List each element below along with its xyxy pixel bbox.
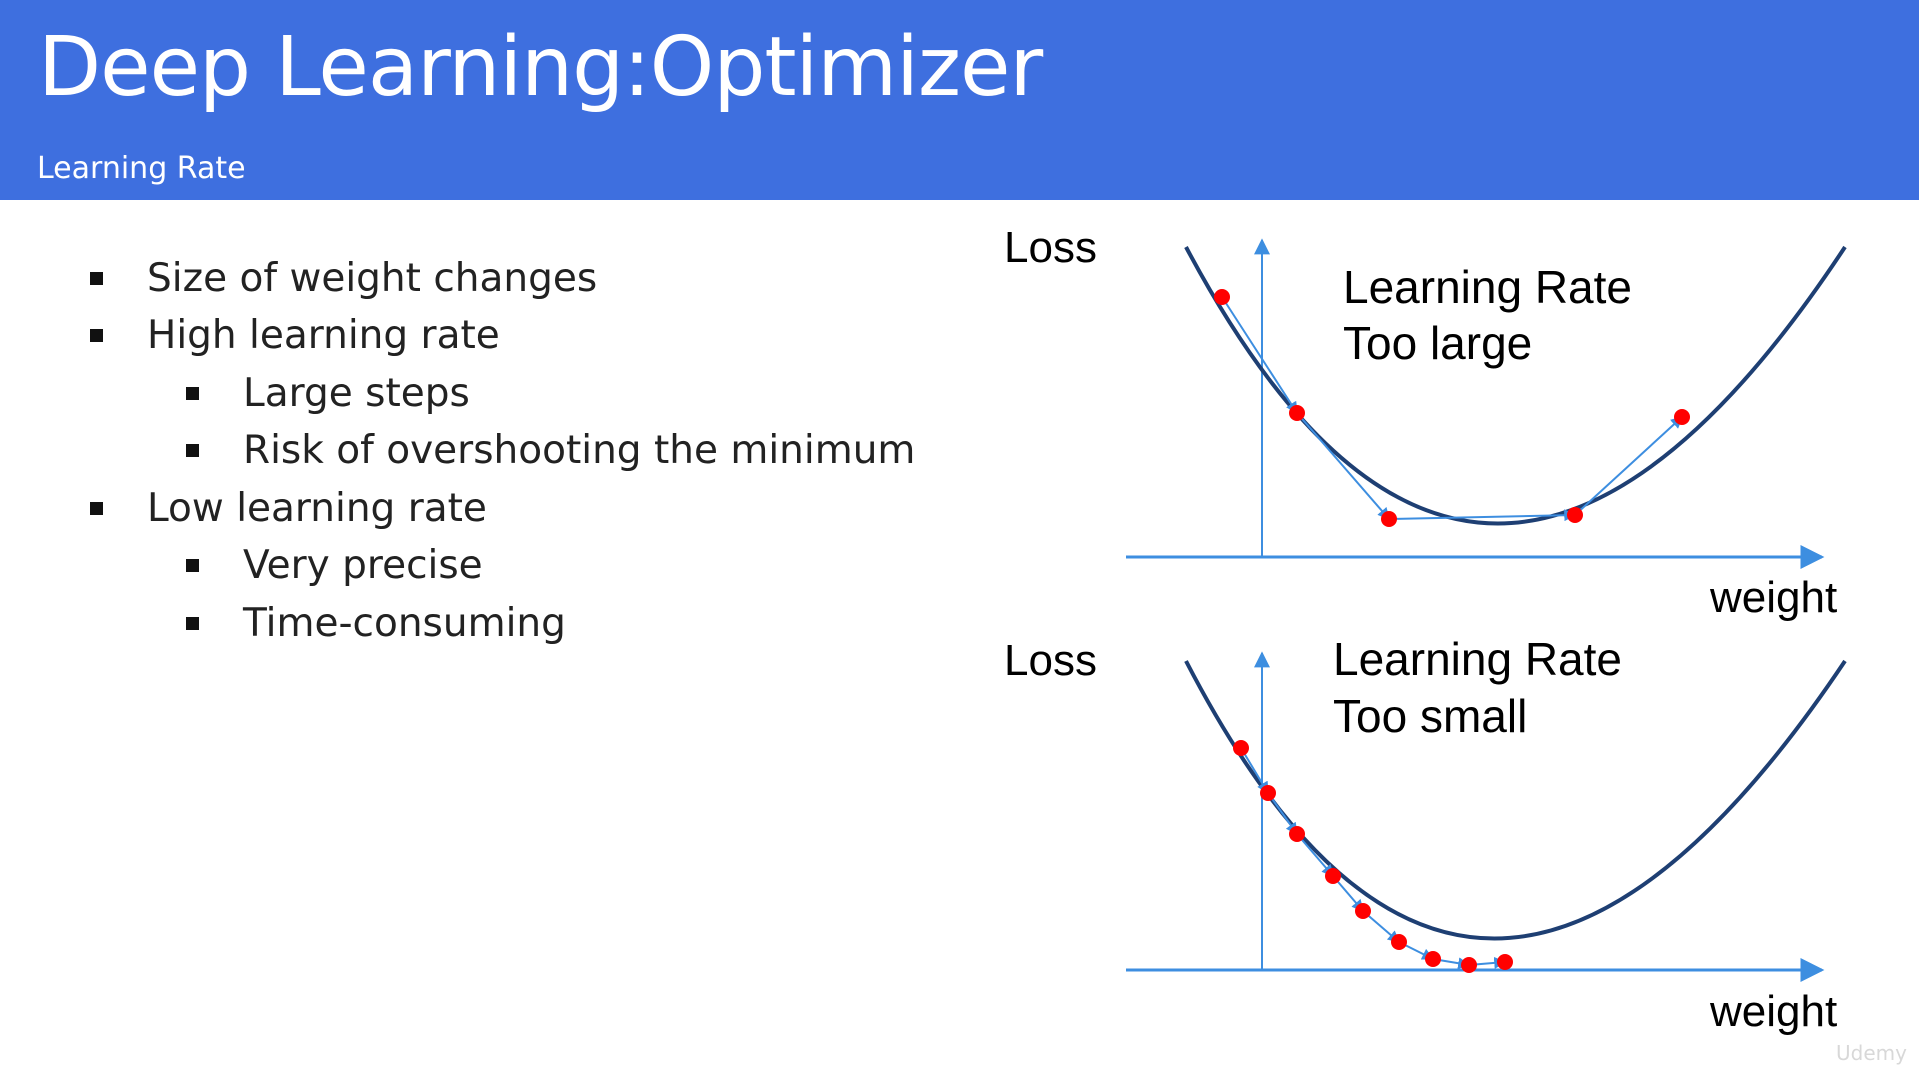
diagram-caption: Too small [1333, 690, 1527, 742]
sub-bullet-item: Large steps [186, 371, 470, 416]
bullet-square-icon [90, 502, 103, 515]
gradient-step-point [1497, 954, 1513, 970]
gradient-step-point [1381, 511, 1397, 527]
step-arrow [1296, 833, 1334, 877]
bullet-square-icon [186, 444, 199, 457]
diagram-top: Loss weight Learning Rate Too large [1004, 223, 1847, 622]
bullet-square-icon [186, 617, 199, 630]
bullet-square-icon [90, 272, 103, 285]
gradient-step-point [1425, 951, 1441, 967]
step-arrow [1267, 792, 1298, 835]
bullet-square-icon [186, 559, 199, 572]
sub-bullet-item: Time-consuming [186, 601, 566, 646]
gradient-step-point [1289, 826, 1305, 842]
gradient-step-point [1325, 868, 1341, 884]
step-arrow [1240, 747, 1269, 795]
y-axis-label: Loss [1004, 223, 1097, 272]
header-bar: Deep Learning:Optimizer Learning Rate [0, 0, 1919, 200]
step-arrow [1296, 412, 1390, 520]
slide-subtitle: Learning Rate [37, 151, 246, 186]
bullet-text: Risk of overshooting the minimum [243, 428, 916, 473]
bullet-text: Low learning rate [147, 486, 487, 531]
bullet-text: Very precise [243, 543, 483, 588]
watermark-logo: Udemy [1836, 1041, 1907, 1065]
step-arrow [1388, 509, 1577, 522]
loss-curve [1184, 245, 1847, 526]
gradient-step-point [1461, 957, 1477, 973]
y-axis-label: Loss [1004, 636, 1097, 685]
gradient-step-point [1355, 903, 1371, 919]
x-axis-label: weight [1709, 573, 1837, 622]
x-axis-label: weight [1709, 987, 1837, 1036]
gradient-step-point [1214, 289, 1230, 305]
bullet-square-icon [186, 387, 199, 400]
gradient-step-point [1233, 740, 1249, 756]
slide-title: Deep Learning:Optimizer [38, 20, 1043, 115]
bullet-text: Time-consuming [243, 601, 566, 646]
bullet-text: High learning rate [147, 313, 500, 358]
bullet-item: Size of weight changes [90, 256, 597, 301]
sub-bullet-item: Very precise [186, 543, 483, 588]
bullet-square-icon [90, 329, 103, 342]
gradient-step-point [1674, 409, 1690, 425]
bullet-text: Large steps [243, 371, 470, 416]
step-arrow [1221, 296, 1298, 415]
step-arrow [1574, 416, 1683, 516]
bullet-item: Low learning rate [90, 486, 487, 531]
diagram-caption: Learning Rate [1333, 633, 1622, 685]
gradient-step-point [1567, 507, 1583, 523]
diagram-caption: Too large [1343, 317, 1532, 369]
bullet-item: High learning rate [90, 313, 500, 358]
bullet-text: Size of weight changes [147, 256, 598, 301]
sub-bullet-item: Risk of overshooting the minimum [186, 428, 915, 473]
diagram-bottom: Loss weight Learning Rate Too small [1004, 633, 1847, 1036]
diagram-caption: Learning Rate [1343, 261, 1632, 313]
gradient-step-point [1260, 785, 1276, 801]
gradient-step-point [1289, 405, 1305, 421]
gradient-step-point [1391, 934, 1407, 950]
